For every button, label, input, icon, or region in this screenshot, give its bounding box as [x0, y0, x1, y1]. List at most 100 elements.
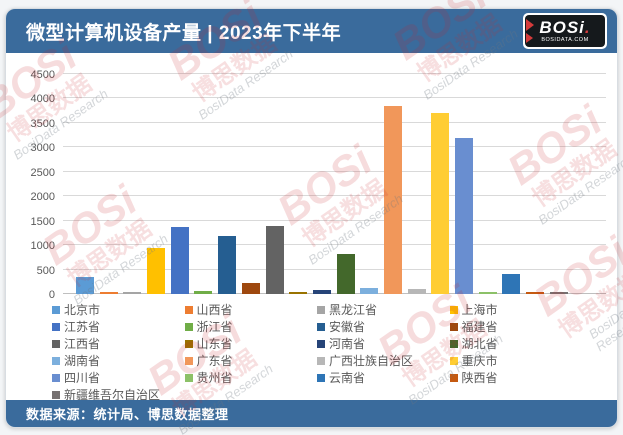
- gridline: [63, 73, 606, 74]
- legend-swatch-icon: [449, 322, 458, 331]
- bar-江西省: [265, 226, 284, 294]
- logo-triangle-icon: [526, 19, 534, 31]
- legend: 北京市 山西省 黑龙江省 上海市 江苏省 浙江省 安徽省 福建省 江西省 山东省 河南省 湖北省 湖南省…: [52, 302, 580, 402]
- legend-label: 上海市: [461, 303, 498, 317]
- legend-label: 江西省: [64, 337, 101, 351]
- legend-label: 安徽省: [329, 320, 366, 334]
- bar-黑龙江省: [123, 292, 142, 294]
- legend-label: 河南省: [329, 337, 366, 351]
- bar-安徽省: [218, 236, 237, 294]
- bar-山西省: [99, 292, 118, 294]
- bar-湖南省: [360, 288, 379, 294]
- gridline: [63, 97, 606, 99]
- gridline: [63, 170, 606, 172]
- gridline: [63, 146, 606, 148]
- legend-swatch-icon: [184, 339, 193, 348]
- legend-swatch-icon: [317, 339, 325, 348]
- legend-swatch-icon: [449, 339, 458, 348]
- y-axis-tick-label: 2000: [30, 191, 55, 204]
- y-axis-tick-label: 1000: [30, 240, 55, 253]
- legend-item-江西省: 江西省: [52, 336, 183, 351]
- bosi-logo: BOSi. BOSIDATA.COM: [523, 13, 607, 49]
- bar-重庆市: [431, 113, 450, 294]
- legend-item-北京市: 北京市: [52, 302, 183, 317]
- legend-swatch-icon: [449, 305, 458, 314]
- legend-item-广东省: 广东省: [184, 353, 316, 368]
- legend-item-陕西省: 陕西省: [449, 370, 581, 385]
- legend-label: 云南省: [329, 371, 366, 385]
- legend-item-湖北省: 湖北省: [449, 336, 581, 351]
- legend-swatch-icon: [52, 339, 60, 348]
- bar-江苏省: [170, 227, 189, 294]
- legend-swatch-icon: [449, 356, 458, 365]
- chart-body: 0 500 1000 1500 2000 2500 3000 3500 4000 4500 北京市…: [6, 53, 617, 402]
- legend-item-云南省: 云南省: [317, 370, 448, 385]
- legend-label: 湖南省: [64, 354, 101, 368]
- chart-title: 微型计算机设备产量 | 2023年下半年: [26, 22, 342, 44]
- bar-广东省: [383, 106, 402, 294]
- gridline: [63, 121, 606, 123]
- legend-swatch-icon: [184, 373, 193, 382]
- gridline: [63, 219, 606, 221]
- legend-item-贵州省: 贵州省: [184, 370, 316, 385]
- gridline: [63, 293, 606, 294]
- legend-item-山东省: 山东省: [184, 336, 316, 351]
- legend-label: 山西省: [196, 303, 233, 317]
- bar-陕西省: [526, 292, 545, 294]
- legend-label: 江苏省: [64, 320, 101, 334]
- source-text: 数据来源：统计局、博思数据整理: [26, 407, 229, 422]
- legend-swatch-icon: [184, 322, 193, 331]
- gridline: [63, 268, 606, 270]
- source-bar: 数据来源：统计局、博思数据整理: [6, 400, 617, 427]
- legend-label: 浙江省: [196, 320, 233, 334]
- legend-item-湖南省: 湖南省: [52, 353, 183, 368]
- legend-item-浙江省: 浙江省: [184, 319, 316, 334]
- legend-label: 湖北省: [461, 337, 498, 351]
- bar-上海市: [147, 248, 166, 294]
- bar-湖北省: [336, 254, 355, 294]
- legend-item-广西壮族自治区: 广西壮族自治区: [317, 353, 448, 368]
- legend-label: 北京市: [64, 303, 101, 317]
- gridline: [63, 244, 606, 246]
- legend-label: 贵州省: [196, 371, 233, 385]
- legend-swatch-icon: [449, 373, 458, 382]
- legend-label: 山东省: [196, 337, 233, 351]
- legend-swatch-icon: [184, 356, 193, 365]
- legend-label: 四川省: [64, 371, 101, 385]
- bar-北京市: [76, 277, 94, 294]
- bar-福建省: [241, 283, 260, 294]
- chart-card: 微型计算机设备产量 | 2023年下半年 BOSi. BOSIDATA.COM …: [5, 8, 618, 428]
- legend-label: 广西壮族自治区: [329, 354, 414, 368]
- y-axis-tick-label: 3000: [30, 142, 55, 155]
- legend-swatch-icon: [317, 322, 325, 331]
- y-axis-tick-label: 0: [48, 289, 55, 301]
- legend-swatch-icon: [317, 373, 325, 382]
- legend-swatch-icon: [52, 322, 60, 331]
- y-axis-tick-label: 500: [36, 264, 55, 277]
- bar-新疆维吾尔自治区: [549, 292, 568, 294]
- bars-container: [63, 74, 606, 294]
- y-axis-tick-label: 3500: [30, 117, 55, 130]
- legend-label: 新疆维吾尔自治区: [64, 388, 161, 402]
- legend-item-福建省: 福建省: [449, 319, 581, 334]
- legend-swatch-icon: [52, 373, 60, 382]
- legend-label: 福建省: [461, 320, 498, 334]
- bar-云南省: [502, 274, 521, 294]
- bar-广西壮族自治区: [407, 289, 426, 294]
- logo-domain-text: BOSIDATA.COM: [541, 36, 589, 43]
- bar-浙江省: [194, 291, 213, 294]
- legend-item-江苏省: 江苏省: [52, 319, 183, 334]
- legend-item-重庆市: 重庆市: [449, 353, 581, 368]
- bar-山东省: [289, 292, 308, 294]
- logo-brand-text: BOSi.: [539, 17, 591, 37]
- bar-河南省: [312, 290, 331, 294]
- plot-area: 0 500 1000 1500 2000 2500 3000 3500 4000 4500: [31, 69, 606, 301]
- bosi-logo-inner: BOSi. BOSIDATA.COM: [525, 15, 605, 47]
- legend-swatch-icon: [52, 356, 60, 365]
- legend-swatch-icon: [317, 356, 325, 365]
- bar-贵州省: [478, 292, 497, 294]
- legend-swatch-icon: [52, 390, 60, 399]
- legend-item-山西省: 山西省: [184, 302, 316, 317]
- y-axis-tick-label: 2500: [30, 166, 55, 179]
